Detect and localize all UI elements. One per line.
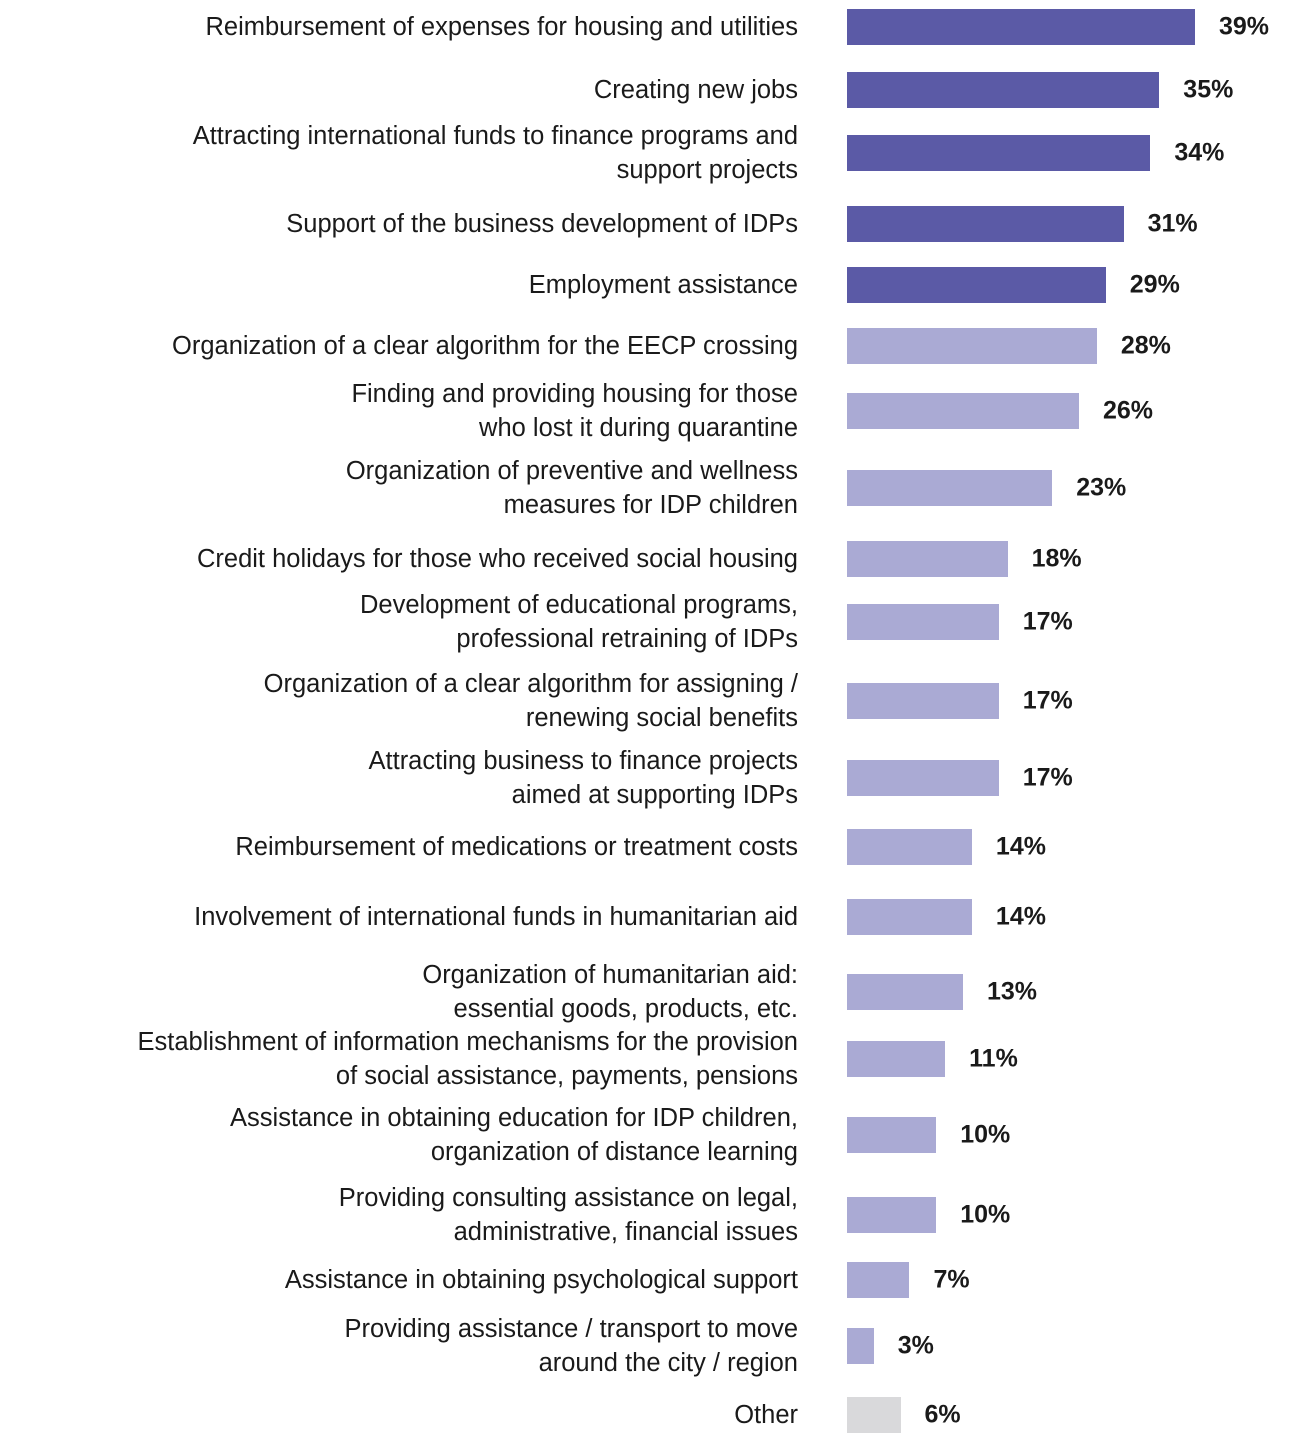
value-label: 34% (1174, 138, 1225, 167)
bar (847, 393, 1079, 429)
bar (847, 604, 999, 640)
value-label: 6% (924, 1400, 961, 1429)
bar (847, 267, 1106, 303)
value-label: 17% (1022, 686, 1073, 715)
category-label: Organization of a clear algorithm for th… (172, 332, 798, 360)
bar (847, 683, 999, 719)
category-label: Finding and providing housing for those … (351, 380, 798, 442)
value-label: 3% (897, 1331, 934, 1360)
bar (847, 1041, 946, 1077)
value-label: 7% (933, 1265, 970, 1294)
category-label: Attracting international funds to financ… (192, 122, 798, 184)
bar (847, 328, 1097, 364)
category-label: Establishment of information mechanisms … (137, 1028, 798, 1090)
value-label: 23% (1076, 473, 1127, 502)
value-label: 35% (1183, 75, 1234, 104)
category-label: Assistance in obtaining psychological su… (284, 1266, 798, 1294)
category-label: Organization of preventive and wellness … (345, 457, 798, 519)
bar (847, 760, 999, 796)
value-label: 18% (1031, 544, 1082, 573)
bar (847, 135, 1151, 171)
bar (847, 899, 972, 935)
bar (847, 470, 1053, 506)
bar (847, 541, 1008, 577)
category-label: Organization of humanitarian aid: essent… (422, 961, 798, 1023)
bar (847, 974, 963, 1010)
value-label: 39% (1219, 12, 1270, 41)
bar (847, 1197, 937, 1233)
category-label: Other (734, 1401, 798, 1429)
category-label: Development of educational programs, pro… (360, 591, 798, 653)
bar (847, 72, 1160, 108)
bar (847, 206, 1124, 242)
value-label: 10% (960, 1120, 1011, 1149)
value-label: 17% (1022, 607, 1073, 636)
category-label: Assistance in obtaining education for ID… (230, 1104, 798, 1166)
value-label: 28% (1120, 331, 1171, 360)
bar (847, 9, 1195, 45)
category-label: Providing consulting assistance on legal… (338, 1184, 798, 1246)
value-label: 10% (960, 1200, 1011, 1229)
category-label: Credit holidays for those who received s… (197, 545, 798, 573)
value-label: 14% (995, 902, 1046, 931)
value-label: 14% (995, 832, 1046, 861)
value-label: 29% (1129, 270, 1180, 299)
value-label: 17% (1022, 763, 1073, 792)
value-label: 13% (987, 977, 1038, 1006)
category-label: Reimbursement of expenses for housing an… (205, 13, 799, 41)
category-label: Support of the business development of I… (286, 210, 798, 238)
value-label: 26% (1103, 396, 1154, 425)
category-label: Reimbursement of medications or treatmen… (235, 833, 798, 861)
value-label: 31% (1147, 209, 1198, 238)
category-label: Employment assistance (528, 271, 798, 299)
category-label: Providing assistance / transport to move… (344, 1315, 798, 1377)
bar (847, 1262, 910, 1298)
bar (847, 1328, 874, 1364)
category-label: Attracting business to finance projects … (368, 747, 798, 809)
bar (847, 1397, 901, 1433)
category-label: Organization of a clear algorithm for as… (263, 670, 798, 732)
bar (847, 829, 972, 865)
category-label: Involvement of international funds in hu… (194, 903, 798, 931)
category-label: Creating new jobs (593, 76, 798, 104)
value-label: 11% (969, 1044, 1018, 1073)
bar (847, 1117, 937, 1153)
